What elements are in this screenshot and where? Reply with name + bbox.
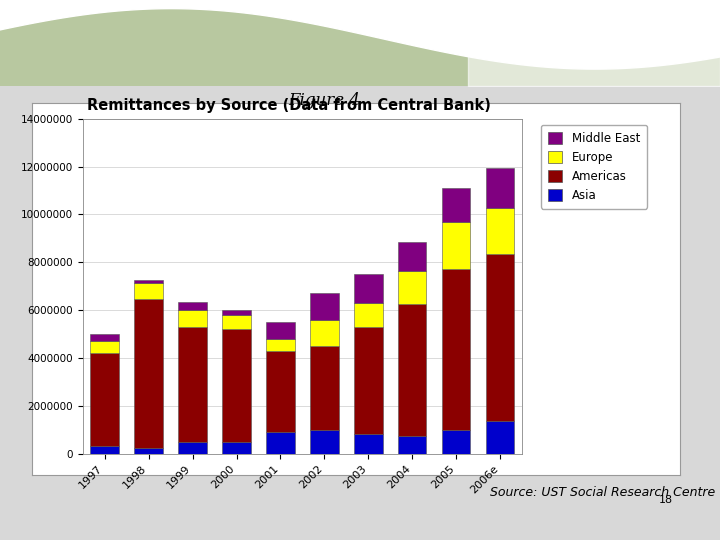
Bar [135, 282, 163, 299]
Bar [91, 334, 119, 341]
Bar [442, 269, 470, 430]
Bar [91, 341, 119, 353]
Text: Figure 4: Figure 4 [288, 92, 360, 109]
Bar [135, 299, 163, 448]
Bar [486, 254, 514, 421]
Bar [179, 310, 207, 327]
Bar [179, 302, 207, 310]
Bar [398, 271, 426, 304]
Bar [354, 327, 382, 435]
Bar [266, 351, 294, 432]
Bar [486, 208, 514, 254]
Text: Source: UST Social Research Centre: Source: UST Social Research Centre [490, 487, 715, 500]
Text: 18: 18 [659, 495, 673, 505]
Bar [354, 274, 382, 303]
Bar [354, 435, 382, 454]
Bar [398, 242, 426, 271]
Text: Remittances by Source (Data from Central Bank): Remittances by Source (Data from Central… [87, 98, 491, 113]
Bar [486, 168, 514, 208]
Bar [266, 339, 294, 351]
Bar [135, 448, 163, 454]
Bar [310, 293, 338, 320]
Bar [266, 322, 294, 339]
Bar [310, 320, 338, 346]
Bar [398, 304, 426, 436]
Bar [442, 221, 470, 269]
Bar [91, 447, 119, 454]
Bar [135, 280, 163, 282]
Bar [486, 421, 514, 454]
Bar [222, 315, 251, 329]
Bar [179, 327, 207, 442]
Bar [442, 430, 470, 454]
Bar [442, 188, 470, 221]
Bar [222, 442, 251, 454]
Bar [310, 430, 338, 454]
Bar [91, 353, 119, 447]
Bar [398, 436, 426, 454]
Bar [310, 346, 338, 430]
Legend: Middle East, Europe, Americas, Asia: Middle East, Europe, Americas, Asia [541, 125, 647, 209]
Bar [222, 329, 251, 442]
Bar [266, 432, 294, 454]
Bar [354, 303, 382, 327]
Bar [222, 310, 251, 315]
Bar [179, 442, 207, 454]
